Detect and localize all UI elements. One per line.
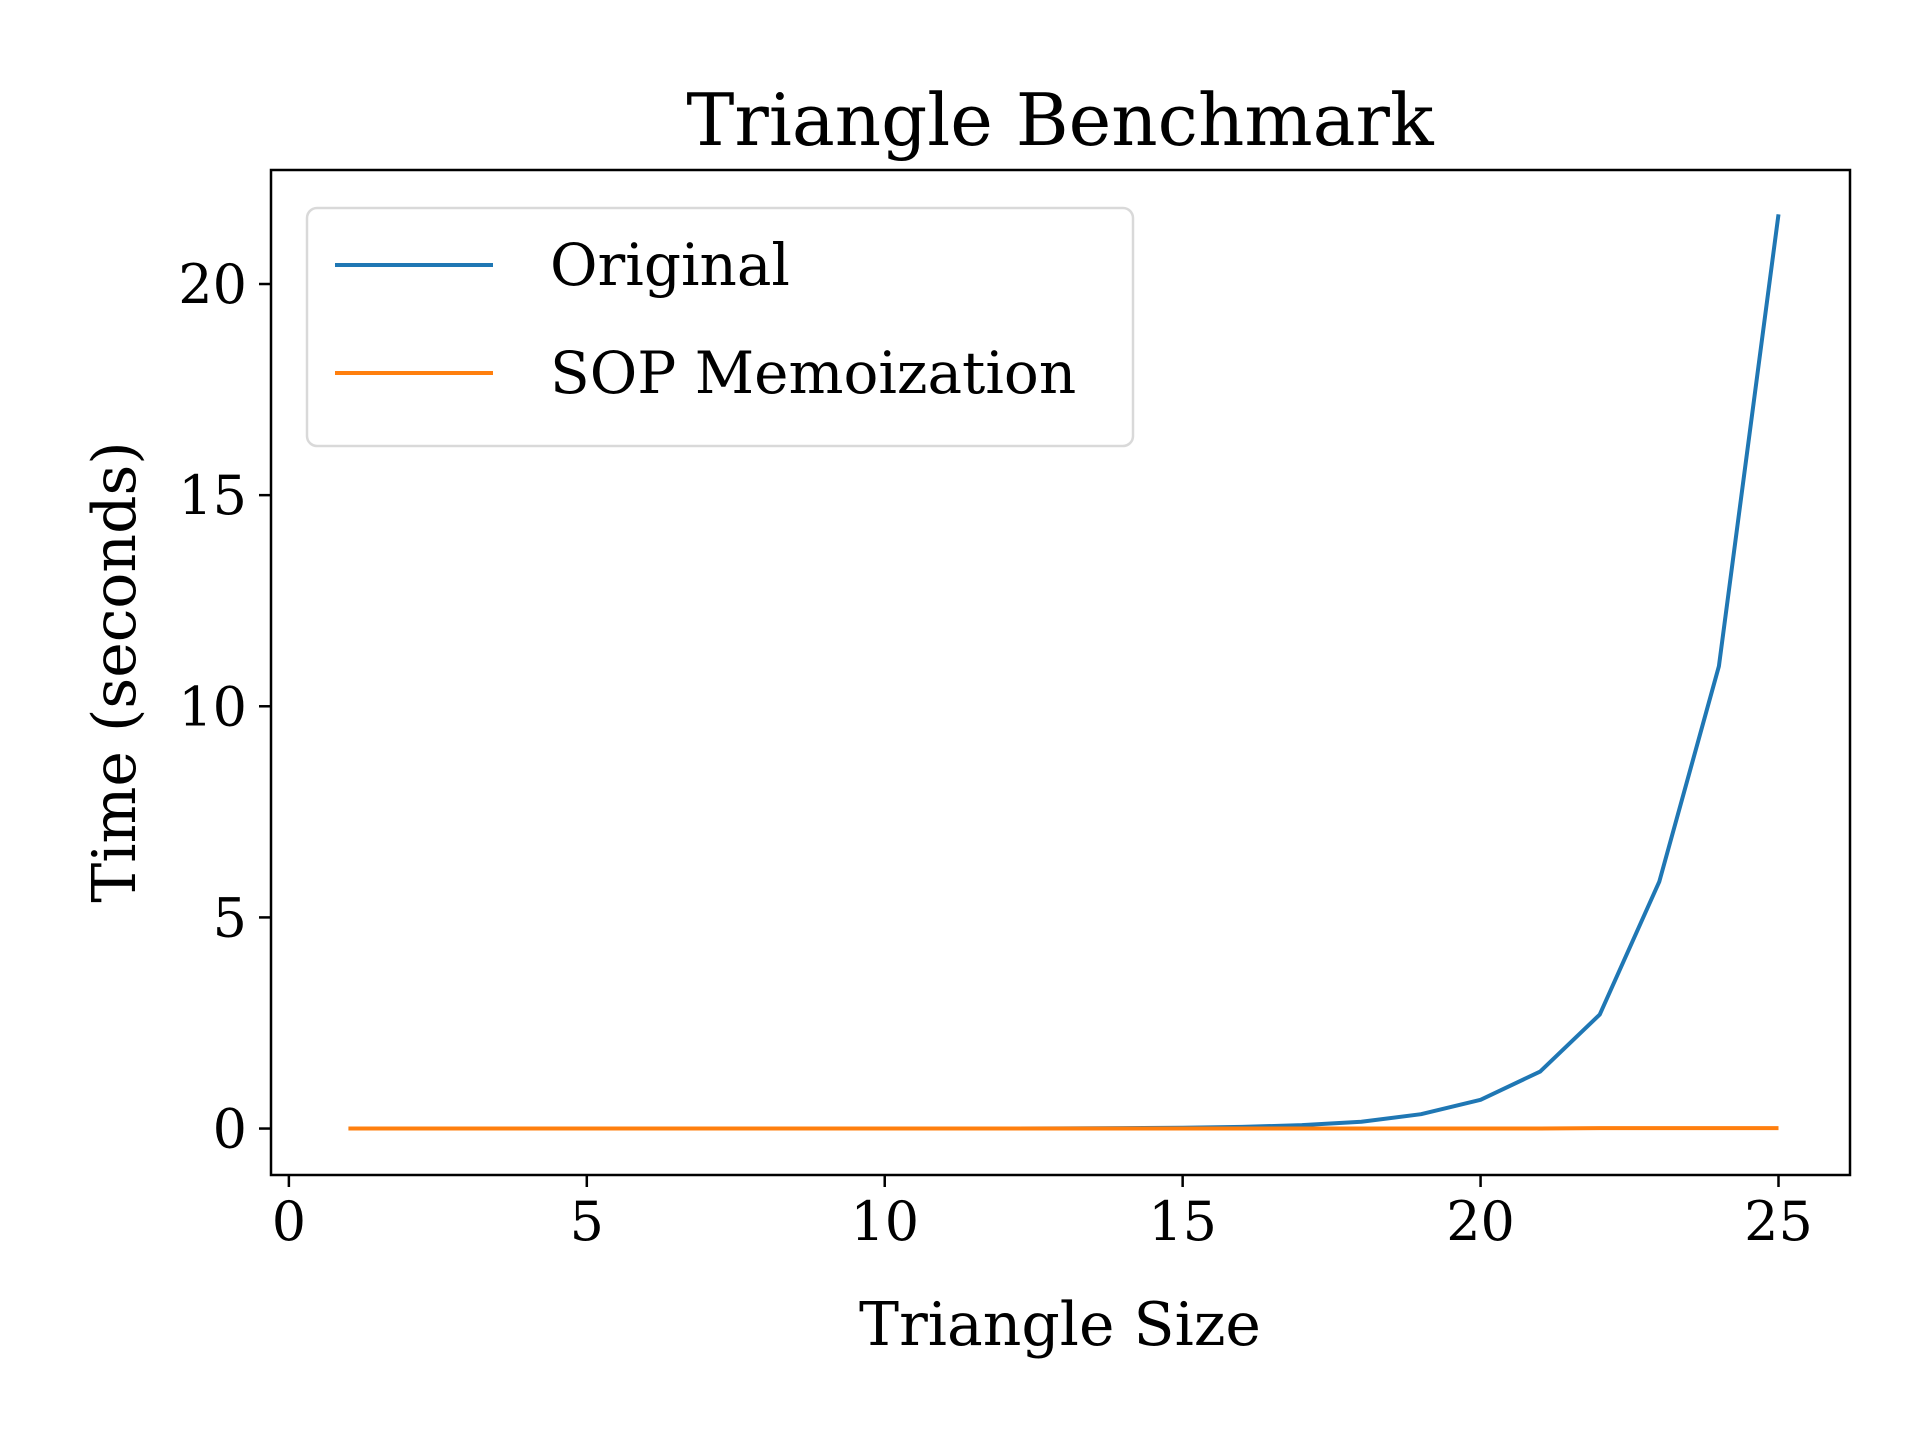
legend-label-original: Original: [550, 231, 790, 299]
y-tick-label: 15: [178, 464, 247, 527]
x-tick-label: 15: [1148, 1190, 1217, 1253]
chart-title: Triangle Benchmark: [686, 78, 1435, 162]
x-axis-title: Triangle Size: [859, 1290, 1261, 1360]
plot-area: 0 5 10 15 20 25 0 5 10 15 20: [178, 214, 1813, 1253]
legend: Original SOP Memoization: [305, 206, 1135, 448]
legend-label-sop-memoization: SOP Memoization: [550, 339, 1076, 407]
y-tick-label: 0: [213, 1098, 247, 1161]
y-axis-title: Time (seconds): [80, 441, 150, 902]
axes-frame: [269, 168, 1852, 1177]
y-tick-label: 5: [213, 886, 247, 949]
x-tick-label: 0: [272, 1190, 306, 1253]
x-tick-label: 25: [1744, 1190, 1813, 1253]
x-tick-label: 10: [850, 1190, 919, 1253]
y-tick-label: 20: [178, 253, 247, 316]
legend-box: [305, 206, 1135, 448]
x-tick-label: 5: [570, 1190, 604, 1253]
x-tick-label: 20: [1446, 1190, 1515, 1253]
y-tick-label: 10: [178, 675, 247, 738]
